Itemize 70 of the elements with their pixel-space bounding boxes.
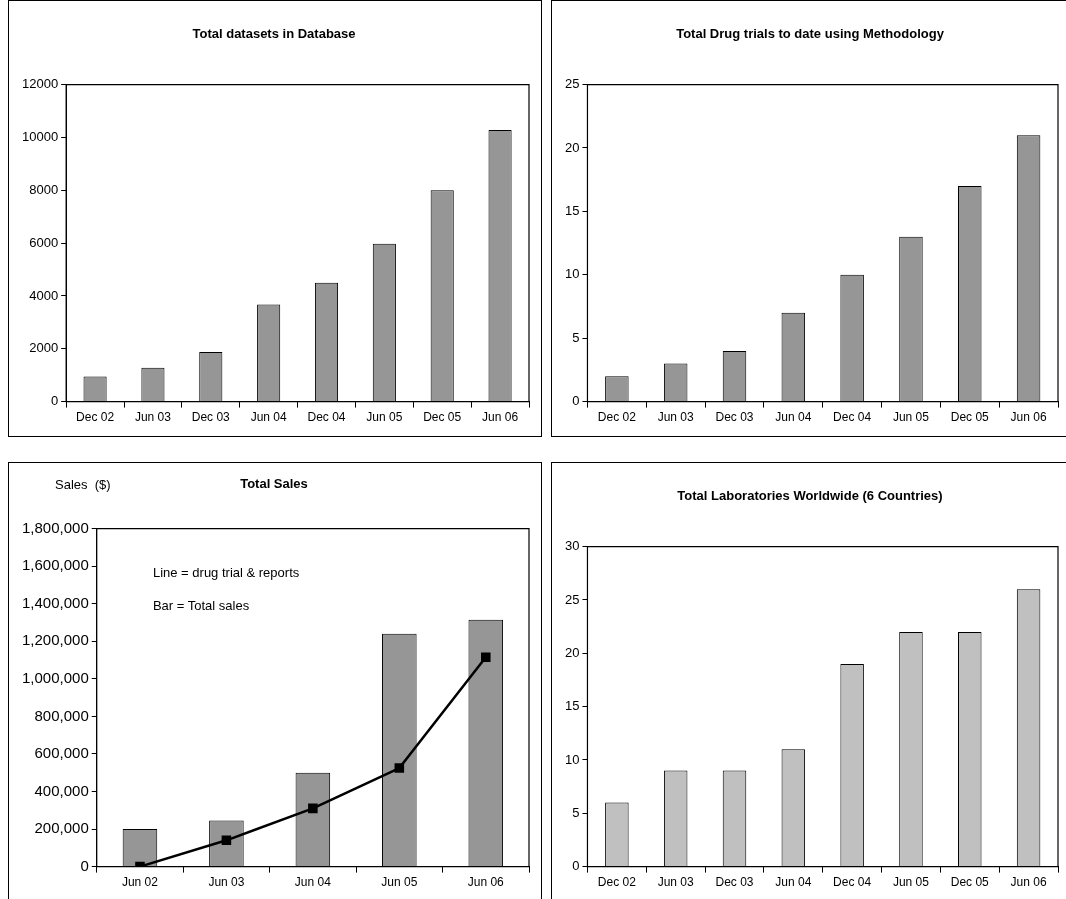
x-tick-label: Jun 03 (134, 410, 172, 425)
x-tick-label: Jun 06 (467, 875, 505, 890)
y-tick-label: 800,000 (34, 706, 89, 724)
x-tick-label: Jun 03 (657, 410, 695, 425)
x-tick-label: Dec 05 (423, 410, 462, 425)
y-tick-label: 20 (564, 644, 580, 660)
x-tick-label: Jun 05 (892, 875, 930, 890)
point (480, 652, 491, 663)
x-tick-label: Jun 04 (250, 410, 287, 425)
x-tick-label: Dec 02 (597, 875, 637, 890)
y-tick-label: 0 (572, 393, 580, 409)
y-tick-label: 1,000,000 (22, 668, 89, 686)
y-tick-label: 25 (564, 591, 580, 607)
y-tick-label: 15 (564, 202, 580, 218)
y-tick-label: 15 (564, 698, 580, 714)
y-tick-label: 4000 (29, 287, 59, 303)
y-tick-label: 25 (564, 76, 580, 92)
y-tick-label: 12000 (21, 76, 59, 92)
point (221, 835, 232, 846)
y-tick-label: 1,800,000 (22, 518, 89, 536)
y-tick-label: 5 (572, 329, 580, 345)
x-tick-label: Dec 02 (597, 410, 637, 425)
x-tick-label: Jun 04 (775, 410, 812, 425)
annotation: Line = drug trial & reports (152, 564, 300, 580)
x-tick-label: Jun 03 (657, 875, 695, 890)
annotation: Bar = Total sales (152, 597, 250, 613)
x-tick-label: Jun 04 (775, 875, 812, 890)
x-tick-label: Jun 04 (294, 875, 332, 890)
y-tick-label: 6000 (29, 234, 59, 250)
y-tick-label: 10 (564, 751, 580, 767)
y-tick-label: 10000 (21, 129, 59, 145)
chart-title: Total datasets in Database (192, 26, 356, 42)
x-tick-label: Jun 06 (482, 410, 519, 425)
y-tick-label: 400,000 (34, 781, 89, 799)
x-tick-label: Jun 06 (1010, 410, 1047, 425)
chart-title: Total Sales (240, 476, 308, 492)
y-tick-label: 1,600,000 (22, 556, 89, 574)
x-tick-label: Dec 03 (715, 410, 754, 425)
y-tick-label: 600,000 (34, 744, 89, 762)
x-tick-label: Dec 02 (76, 410, 115, 425)
chart-title: Total Laboratories Worldwide (6 Countries) (677, 488, 943, 504)
y-tick-label: 0 (572, 858, 580, 874)
x-tick-label: Dec 04 (307, 410, 346, 425)
x-tick-label: Jun 06 (1010, 875, 1047, 890)
x-tick-label: Jun 05 (381, 875, 418, 890)
x-tick-label: Dec 04 (833, 875, 872, 890)
y-tick-label: 0 (50, 393, 59, 409)
y-tick-label: 0 (80, 856, 89, 874)
y-tick-label: 8000 (29, 181, 59, 197)
y-tick-label: 1,200,000 (22, 631, 89, 649)
x-tick-label: Jun 03 (208, 875, 245, 890)
x-tick-label: Jun 05 (892, 410, 930, 425)
x-tick-label: Jun 05 (366, 410, 403, 425)
x-tick-label: Dec 05 (950, 410, 990, 425)
x-tick-label: Dec 03 (191, 410, 231, 425)
point (394, 763, 405, 773)
y-tick-label: 2000 (29, 340, 59, 356)
x-tick-label: Dec 03 (715, 875, 754, 890)
y-tick-label: 30 (564, 538, 580, 554)
x-tick-label: Dec 05 (950, 875, 990, 890)
y-tick-label: 5 (572, 804, 580, 820)
x-tick-label: Jun 02 (121, 875, 159, 890)
y-tick-label: 1,400,000 (22, 593, 89, 611)
y-axis-title: Sales ($) (55, 477, 111, 492)
y-tick-label: 200,000 (34, 819, 89, 837)
y-tick-label: 20 (564, 139, 580, 155)
chart-title: Total Drug trials to date using Methodology (676, 26, 945, 42)
y-tick-label: 10 (564, 266, 580, 282)
point (308, 803, 318, 814)
x-tick-label: Dec 04 (833, 410, 872, 425)
